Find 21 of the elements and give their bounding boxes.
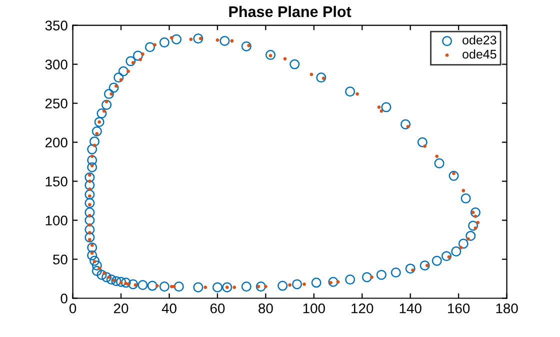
y-tick-label: 0 <box>60 294 68 304</box>
chart-title: Phase Plane Plot <box>229 6 352 18</box>
x-tick-label: 160 <box>448 303 470 314</box>
legend-label: ode23 <box>462 35 496 44</box>
y-tick-label: 150 <box>46 176 68 186</box>
y-tick-label: 200 <box>45 138 68 148</box>
y-tick-label: 300 <box>45 60 68 70</box>
x-tick-label: 80 <box>258 303 273 314</box>
x-tick-label: 0 <box>69 303 76 314</box>
y-tick-label: 50 <box>53 254 68 264</box>
x-tick-label: 40 <box>162 303 176 314</box>
x-tick-label: 180 <box>496 303 518 314</box>
y-tick-label: 350 <box>45 20 68 30</box>
x-tick-label: 60 <box>210 303 225 314</box>
x-tick-label: 100 <box>303 303 325 314</box>
y-tick-label: 100 <box>46 216 68 226</box>
y-tick-label: 250 <box>45 98 68 108</box>
x-tick-label: 20 <box>114 303 128 314</box>
x-tick-label: 140 <box>400 303 422 314</box>
legend-label: ode45 <box>462 49 496 59</box>
x-tick-label: 120 <box>352 303 374 314</box>
